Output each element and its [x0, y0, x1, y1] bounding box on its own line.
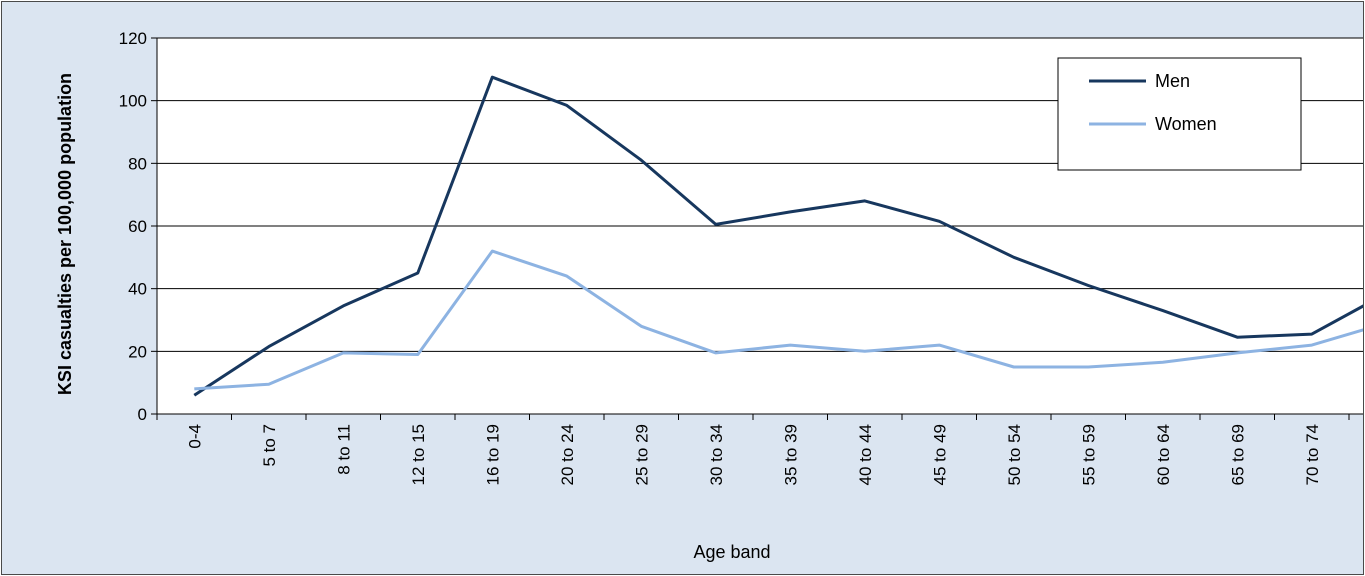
y-axis-title: KSI casualties per 100,000 population	[55, 73, 75, 395]
x-tick-label: 16 to 19	[483, 424, 502, 485]
y-tick-label: 40	[128, 280, 147, 299]
series-line-men	[193, 75, 1363, 397]
y-tick-label: 120	[119, 29, 147, 48]
y-tick-label: 80	[128, 154, 147, 173]
y-tick-label: 20	[128, 342, 147, 361]
x-tick-label: 55 to 59	[1079, 424, 1098, 485]
x-tick-label: 25 to 29	[632, 424, 651, 485]
legend-box	[1057, 57, 1302, 171]
y-tick-label: 100	[119, 92, 147, 111]
x-tick-label: 50 to 54	[1005, 424, 1024, 485]
y-tick-label: 0	[138, 405, 147, 424]
x-tick-label: 45 to 49	[930, 424, 949, 485]
x-tick-label: 40 to 44	[856, 424, 875, 485]
x-tick-label: 60 to 64	[1154, 424, 1173, 485]
x-tick-label: 70 to 74	[1303, 424, 1322, 485]
x-tick-label: 20 to 24	[558, 424, 577, 485]
x-tick-label: 12 to 15	[409, 424, 428, 485]
x-tick-label: 8 to 11	[334, 424, 353, 475]
y-tick-label: 60	[128, 217, 147, 236]
legend-label-women: Women	[1155, 114, 1217, 134]
legend-label-men: Men	[1155, 71, 1190, 91]
legend: Men Women	[1057, 57, 1302, 171]
x-tick-label: 35 to 39	[781, 424, 800, 485]
x-tick-label: 65 to 69	[1228, 424, 1247, 485]
x-tick-label: 0-4	[185, 424, 204, 449]
series-line-women	[194, 249, 1363, 391]
series-lines	[193, 75, 1363, 397]
x-axis-title: Age band	[693, 542, 770, 562]
tick-labels: 0 20 40 60 80 100 120 0-4 5 to 7 8 to 11 12 to 15 1…	[119, 29, 1322, 485]
x-tick-label: 5 to 7	[260, 424, 279, 467]
axes	[151, 37, 1363, 420]
x-tick-label: 30 to 34	[707, 424, 726, 485]
